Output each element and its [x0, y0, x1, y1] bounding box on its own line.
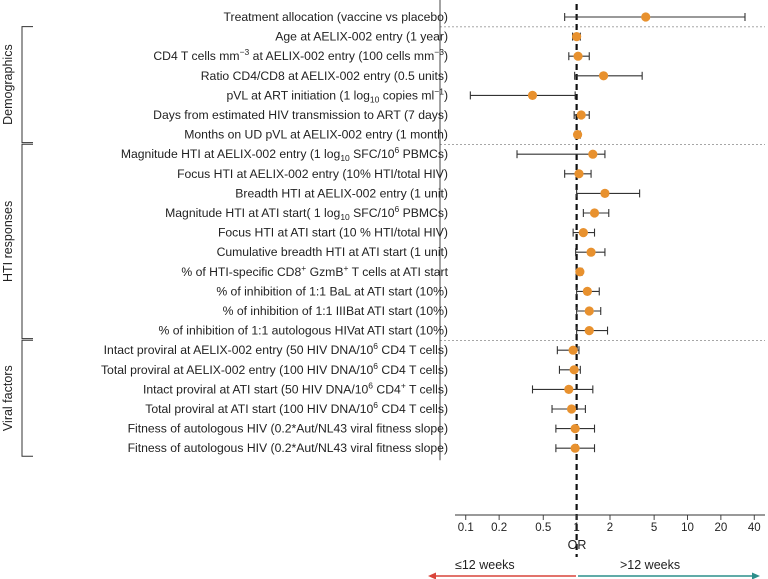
or-point [570, 424, 580, 434]
group-brackets: Demographics HTI responses Viral factors [1, 26, 33, 457]
or-point [586, 247, 596, 257]
left-arrow-head [428, 572, 436, 579]
row-label: Breadth HTI at AELIX-002 entry (1 unit) [235, 186, 448, 200]
or-point [641, 12, 651, 22]
row-label: % of inhibition of 1:1 BaL at ATI start … [216, 284, 448, 298]
or-point [584, 326, 594, 336]
group-bracket [21, 339, 33, 457]
or-point [568, 345, 578, 355]
or-point [576, 110, 586, 120]
right-direction-label: >12 weeks [620, 558, 680, 572]
row-label: Total proviral at AELIX-002 entry (100 H… [101, 361, 448, 377]
or-point [600, 188, 610, 198]
x-tick-label: 2 [607, 522, 613, 534]
row-label: Age at AELIX-002 entry (1 year) [275, 30, 448, 44]
or-point [578, 228, 588, 238]
row-label: % of inhibition of 1:1 autologous HIVat … [159, 324, 449, 338]
row-label: Days from estimated HIV transmission to … [153, 108, 448, 122]
x-tick-label: 20 [714, 522, 727, 534]
rows-layer: Treatment allocation (vaccine vs placebo… [101, 0, 765, 557]
row-label: Fitness of autologous HIV (0.2*Aut/NL43 … [128, 422, 448, 436]
x-tick-label: 1 [573, 522, 579, 534]
right-arrow-head [752, 572, 760, 579]
row-label: CD4 T cells mm−3 at AELIX-002 entry (100… [153, 47, 448, 63]
x-tick-label: 5 [651, 522, 657, 534]
or-point [575, 267, 585, 277]
row-label: Months on UD pVL at AELIX-002 entry (1 m… [184, 128, 448, 142]
row-label: Treatment allocation (vaccine vs placebo… [224, 10, 448, 24]
row-label: Total proviral at ATI start (100 HIV DNA… [145, 400, 448, 416]
x-tick-label: 0.1 [458, 522, 474, 534]
x-tick-label: 0.5 [535, 522, 551, 534]
group-label: Demographics [1, 44, 15, 125]
row-label: % of HTI-specific CD8+ GzmB+ T cells at … [181, 263, 448, 279]
row-label: Fitness of autologous HIV (0.2*Aut/NL43 … [128, 441, 448, 455]
or-point [527, 90, 538, 100]
left-direction-label: ≤12 weeks [455, 558, 515, 572]
row-label: Magnitude HTI at ATI start( 1 log10 SFC/… [165, 204, 448, 222]
direction-arrows: ≤12 weeks >12 weeks [428, 558, 760, 579]
row-label: Intact proviral at ATI start (50 HIV DNA… [143, 380, 448, 396]
row-label: Cumulative breadth HTI at ATI start (1 u… [217, 245, 448, 259]
or-point [598, 71, 609, 81]
or-point [574, 169, 584, 179]
group-label: Viral factors [1, 365, 15, 431]
group-bracket [21, 26, 33, 144]
row-label: Focus HTI at AELIX-002 entry (10% HTI/to… [177, 167, 448, 181]
or-point [569, 365, 579, 375]
x-tick-label: 40 [748, 522, 761, 534]
or-point [570, 443, 580, 453]
row-label: Intact proviral at AELIX-002 entry (50 H… [104, 341, 448, 357]
or-point [566, 404, 577, 414]
or-point [572, 31, 582, 42]
x-tick-label: 0.2 [491, 522, 507, 534]
row-label: % of inhibition of 1:1 IIIBat ATI start … [223, 304, 448, 318]
or-point [564, 384, 574, 394]
or-point [584, 306, 594, 316]
or-point [588, 149, 598, 159]
row-label: Magnitude HTI at AELIX-002 entry (1 log1… [121, 145, 448, 163]
row-label: pVL at ART initiation (1 log10 copies ml… [226, 86, 448, 104]
or-point [573, 51, 583, 61]
x-tick-label: 10 [681, 522, 694, 534]
row-label: Ratio CD4/CD8 at AELIX-002 entry (0.5 un… [201, 69, 448, 83]
x-axis-label: OR [568, 538, 587, 552]
or-point [582, 286, 592, 296]
or-point [572, 130, 583, 140]
x-axis: 0.1 0.2 0.5 1 2 5 10 20 40 [455, 514, 765, 534]
or-point [589, 208, 600, 218]
group-label: HTI responses [1, 201, 15, 282]
row-label: Focus HTI at ATI start (10 % HTI/total H… [218, 226, 448, 240]
group-bracket [21, 143, 33, 340]
